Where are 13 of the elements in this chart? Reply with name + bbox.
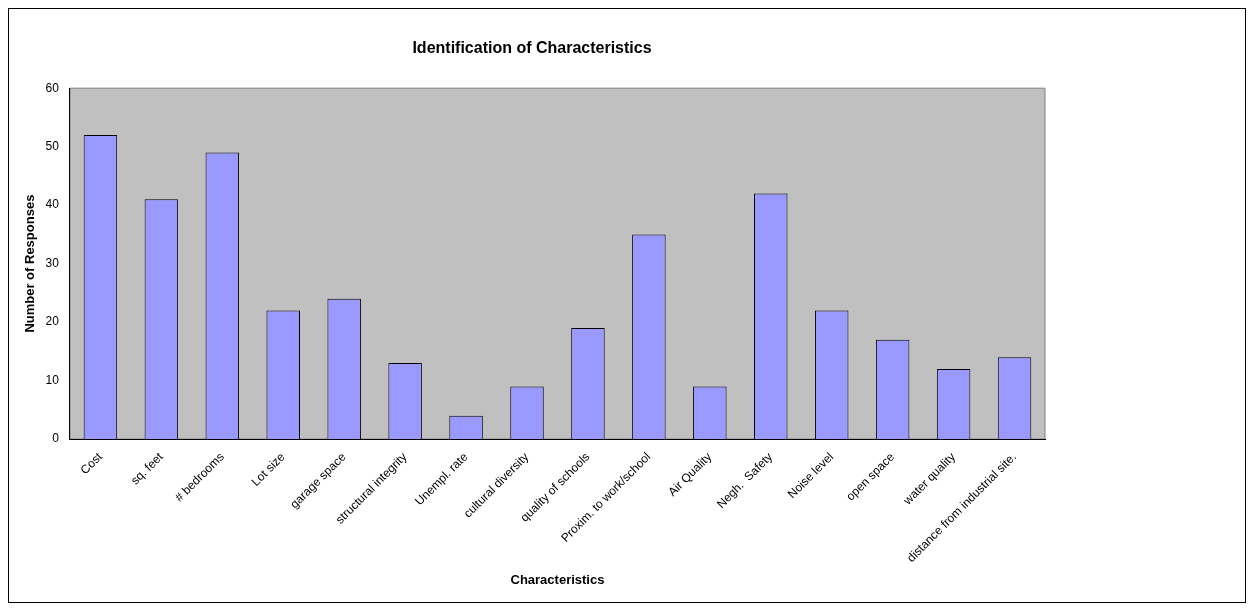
y-tick-label: 30	[45, 255, 60, 270]
x-tick-label: Lot size	[248, 449, 288, 489]
y-tick-label: 10	[45, 372, 60, 387]
chart-title: Identification of Characteristics	[412, 39, 652, 57]
x-tick-label: sq. feet	[128, 449, 167, 488]
y-axis-title: Number of Responses	[22, 194, 38, 333]
x-tick-label: Cost	[77, 449, 106, 478]
y-tick-label: 0	[52, 431, 60, 446]
y-tick-label: 40	[45, 197, 60, 212]
x-axis-title: Characteristics	[510, 571, 605, 587]
y-tick-label: 20	[45, 314, 60, 329]
y-tick-label: 50	[45, 138, 60, 153]
y-tick-label: 60	[45, 80, 60, 95]
